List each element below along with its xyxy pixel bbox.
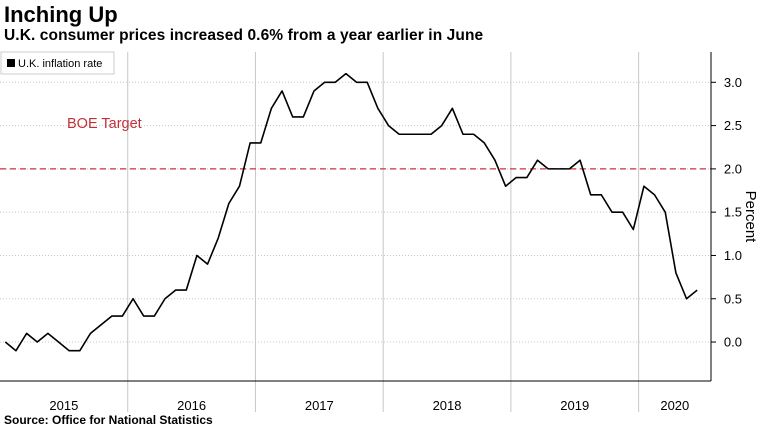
x-tick-label-2016: 2016 (177, 398, 206, 413)
x-tick-label-2015: 2015 (49, 398, 78, 413)
legend: U.K. inflation rate (0, 51, 115, 75)
y-axis: 0.0 0.5 1.0 1.5 2.0 2.5 3.0 Percent (711, 75, 759, 350)
legend-swatch (7, 59, 15, 67)
y-axis-title: Percent (742, 191, 759, 244)
x-tick-label-2020: 2020 (660, 398, 689, 413)
legend-label: U.K. inflation rate (18, 58, 102, 70)
x-axis: 2015 2016 2017 2018 2019 2020 (0, 380, 711, 413)
y-tick-label-1: 0.5 (724, 291, 742, 306)
y-tick-label-4: 2.0 (724, 161, 742, 176)
series-line-0 (4, 72, 698, 352)
series-layer (4, 72, 698, 352)
boe-target-line-group: BOE Target (0, 116, 711, 170)
y-tick-label-3: 1.5 (724, 205, 742, 220)
y-tick-label-5: 2.5 (724, 118, 742, 133)
chart-subtitle: U.K. consumer prices increased 0.6% from… (4, 27, 484, 44)
legend-box (0, 51, 115, 75)
source-note: Source: Office for National Statistics (4, 413, 213, 427)
y-tick-label-0: 0.0 (724, 335, 742, 350)
x-tick-label-2019: 2019 (560, 398, 589, 413)
chart-title: Inching Up (4, 2, 118, 27)
x-tick-label-2017: 2017 (305, 398, 334, 413)
boe-target-label: BOE Target (67, 116, 142, 132)
y-tick-label-2: 1.0 (724, 248, 742, 263)
x-tick-label-2018: 2018 (433, 398, 462, 413)
y-tick-label-6: 3.0 (724, 75, 742, 90)
gridlines (0, 52, 711, 381)
